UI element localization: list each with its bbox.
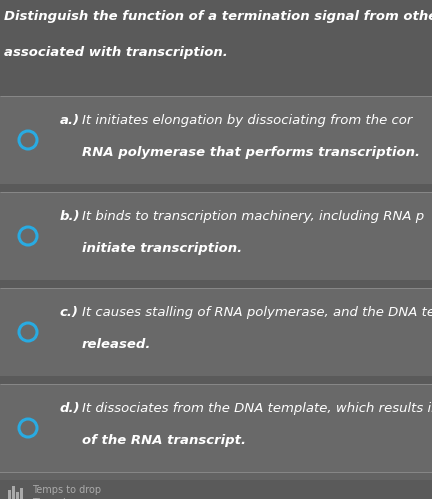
Text: It binds to transcription machinery, including RNA p: It binds to transcription machinery, inc…	[82, 210, 424, 223]
FancyBboxPatch shape	[0, 288, 432, 376]
FancyBboxPatch shape	[12, 486, 15, 499]
Text: c.): c.)	[60, 306, 79, 319]
FancyBboxPatch shape	[0, 96, 432, 184]
Text: Thursday: Thursday	[32, 498, 77, 499]
Text: released.: released.	[82, 338, 151, 351]
FancyBboxPatch shape	[0, 376, 432, 384]
FancyBboxPatch shape	[0, 192, 432, 280]
Text: Temps to drop: Temps to drop	[32, 485, 101, 495]
Text: associated with transcription.: associated with transcription.	[4, 46, 228, 59]
Text: Distinguish the function of a termination signal from other: Distinguish the function of a terminatio…	[4, 10, 432, 23]
FancyBboxPatch shape	[0, 480, 432, 499]
Text: a.): a.)	[60, 114, 80, 127]
Text: It initiates elongation by dissociating from the cor: It initiates elongation by dissociating …	[82, 114, 413, 127]
Text: RNA polymerase that performs transcription.: RNA polymerase that performs transcripti…	[82, 146, 420, 159]
Text: It dissociates from the DNA template, which results in: It dissociates from the DNA template, wh…	[82, 402, 432, 415]
FancyBboxPatch shape	[0, 384, 432, 472]
FancyBboxPatch shape	[0, 280, 432, 288]
Text: initiate transcription.: initiate transcription.	[82, 242, 242, 255]
Text: of the RNA transcript.: of the RNA transcript.	[82, 434, 246, 447]
Text: b.): b.)	[60, 210, 80, 223]
Text: It causes stalling of RNA polymerase, and the DNA te: It causes stalling of RNA polymerase, an…	[82, 306, 432, 319]
FancyBboxPatch shape	[0, 0, 432, 88]
Text: d.): d.)	[60, 402, 80, 415]
FancyBboxPatch shape	[20, 488, 23, 499]
FancyBboxPatch shape	[8, 490, 11, 499]
FancyBboxPatch shape	[16, 492, 19, 499]
FancyBboxPatch shape	[0, 88, 432, 96]
FancyBboxPatch shape	[0, 184, 432, 192]
